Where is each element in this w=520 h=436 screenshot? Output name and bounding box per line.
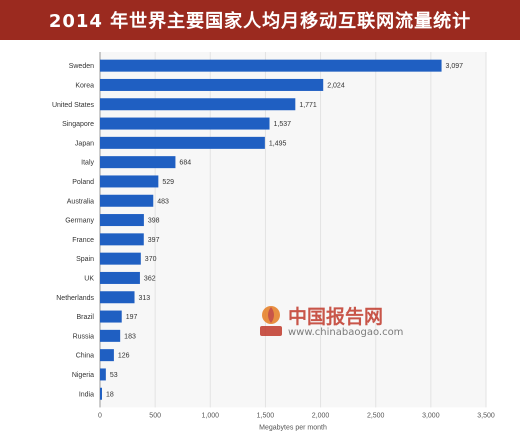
- value-label: 313: [139, 295, 151, 302]
- title-bar: 2014 年世界主要国家人均月移动互联网流量统计: [0, 0, 520, 40]
- chart-title: 2014 年世界主要国家人均月移动互联网流量统计: [48, 11, 472, 32]
- bar: [100, 368, 106, 381]
- bar: [100, 214, 144, 227]
- value-label: 483: [157, 198, 169, 205]
- category-label: Nigeria: [72, 372, 94, 379]
- value-label: 362: [144, 275, 156, 282]
- bar: [100, 156, 176, 169]
- value-label: 397: [148, 237, 160, 244]
- bar: [100, 310, 122, 323]
- bar: [100, 349, 114, 362]
- x-axis-title: Megabytes per month: [259, 424, 327, 431]
- category-label: UK: [84, 275, 94, 282]
- x-tick-label: 3,000: [422, 412, 440, 419]
- category-label: Netherlands: [56, 295, 94, 302]
- category-label: Australia: [67, 198, 94, 205]
- plot-area: [100, 52, 486, 408]
- bar: [100, 78, 324, 91]
- bar: [100, 98, 296, 111]
- bar: [100, 59, 442, 72]
- value-label: 3,097: [446, 63, 464, 70]
- value-label: 2,024: [327, 82, 345, 89]
- category-label: Germany: [65, 218, 94, 225]
- value-label: 529: [162, 179, 174, 186]
- watermark-brand: 中国报告网: [288, 306, 384, 328]
- category-label: Russia: [73, 333, 95, 340]
- category-label: Spain: [76, 256, 94, 263]
- x-tick-label: 0: [98, 412, 102, 419]
- category-label: India: [79, 391, 94, 398]
- x-tick-label: 2,500: [367, 412, 385, 419]
- bar: [100, 329, 121, 342]
- bar: [100, 233, 144, 246]
- value-label: 183: [124, 333, 136, 340]
- x-tick-label: 1,000: [202, 412, 220, 419]
- bar: [100, 291, 135, 304]
- category-label: Poland: [72, 179, 94, 186]
- cbg-logo-icon: [260, 306, 282, 336]
- value-label: 398: [148, 218, 160, 225]
- bar: [100, 175, 159, 188]
- value-label: 1,495: [269, 140, 287, 147]
- category-label: Brazil: [76, 314, 94, 321]
- value-label: 370: [145, 256, 157, 263]
- value-label: 53: [110, 372, 118, 379]
- category-label: Japan: [75, 140, 94, 147]
- value-label: 684: [179, 160, 191, 167]
- value-label: 18: [106, 391, 114, 398]
- value-label: 1,771: [299, 102, 317, 109]
- x-tick-label: 2,000: [312, 412, 330, 419]
- category-label: Singapore: [62, 121, 94, 128]
- bar: [100, 194, 154, 207]
- x-tick-label: 3,500: [477, 412, 495, 419]
- value-label: 197: [126, 314, 138, 321]
- bar: [100, 271, 140, 284]
- value-label: 1,537: [274, 121, 292, 128]
- bar: [100, 387, 102, 400]
- value-label: 126: [118, 353, 130, 360]
- category-label: Sweden: [69, 63, 94, 70]
- x-tick-label: 500: [149, 412, 161, 419]
- bar: [100, 136, 265, 149]
- category-label: France: [72, 237, 94, 244]
- bar-chart: 0 500 1,000 1,500 2,000 2,500 3,000 3,500 Sweden…: [52, 52, 495, 431]
- bar: [100, 252, 141, 265]
- category-label: China: [76, 353, 94, 360]
- category-label: United States: [52, 102, 95, 109]
- bar: [100, 117, 270, 130]
- category-label: Korea: [75, 82, 94, 89]
- category-label: Italy: [81, 160, 94, 167]
- watermark-url: www.chinabaogao.com: [288, 327, 404, 338]
- watermark: 中国报告网 www.chinabaogao.com: [258, 302, 403, 344]
- x-tick-label: 1,500: [257, 412, 275, 419]
